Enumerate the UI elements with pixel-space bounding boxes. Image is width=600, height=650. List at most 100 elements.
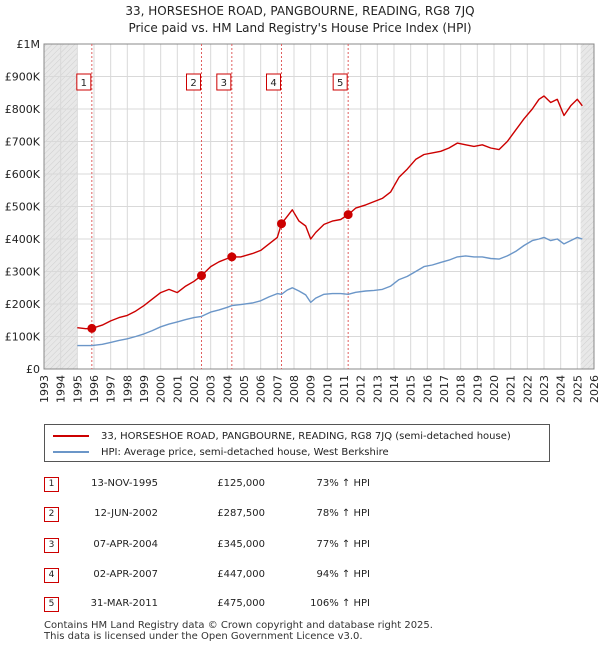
- x-tick-label: 2004: [221, 375, 234, 403]
- y-tick-label: £0: [26, 363, 40, 376]
- x-tick-label: 2007: [271, 375, 284, 403]
- transaction-hpi: 94% ↑ HPI: [316, 569, 370, 580]
- x-tick-label: 2017: [438, 375, 451, 403]
- transaction-price: £447,000: [217, 569, 265, 580]
- x-tick-label: 2000: [155, 375, 168, 403]
- y-tick-label: £800K: [5, 103, 41, 116]
- x-tick-label: 2006: [255, 375, 268, 403]
- footer-licence: This data is licensed under the Open Gov…: [44, 631, 363, 642]
- transaction-date: 12-JUN-2002: [94, 508, 158, 519]
- footer-copyright: Contains HM Land Registry data © Crown c…: [44, 620, 433, 631]
- x-tick-label: 1998: [121, 375, 134, 403]
- y-tick-label: £100K: [5, 331, 41, 344]
- x-tick-label: 2025: [571, 375, 584, 403]
- sale-point: [277, 219, 286, 229]
- x-tick-label: 1994: [55, 375, 68, 403]
- x-tick-label: 2013: [371, 375, 384, 403]
- y-tick-label: £1M: [17, 38, 41, 51]
- transaction-hpi: 106% ↑ HPI: [310, 598, 370, 609]
- transaction-date: 07-APR-2004: [93, 539, 158, 550]
- sale-marker-label: 2: [190, 78, 196, 89]
- transaction-price: £475,000: [217, 598, 265, 609]
- transaction-number: 1: [44, 477, 59, 492]
- table-row: 2 12-JUN-2002 £287,500 78% ↑ HPI: [0, 507, 600, 527]
- y-tick-label: £600K: [5, 168, 41, 181]
- y-tick-label: £900K: [5, 71, 41, 84]
- sale-marker-label: 4: [270, 78, 276, 89]
- x-tick-label: 2009: [305, 375, 318, 403]
- transaction-number: 3: [44, 538, 59, 553]
- y-tick-label: £300K: [5, 266, 41, 279]
- series-line-property: [77, 95, 583, 330]
- sale-marker-box: [76, 73, 92, 91]
- transaction-price: £125,000: [217, 478, 265, 489]
- sale-marker-label: 5: [337, 78, 343, 89]
- transaction-number: 2: [44, 507, 59, 522]
- chart-title: 33, HORSESHOE ROAD, PANGBOURNE, READING,…: [125, 4, 475, 18]
- transaction-hpi: 73% ↑ HPI: [316, 478, 370, 489]
- sale-point: [87, 323, 97, 333]
- sale-point: [197, 271, 206, 281]
- x-tick-label: 2003: [205, 375, 218, 403]
- x-tick-label: 2026: [588, 375, 600, 403]
- sale-marker-box: [332, 73, 348, 91]
- x-tick-label: 2010: [321, 375, 334, 403]
- transaction-date: 31-MAR-2011: [90, 598, 158, 609]
- table-row: 1 13-NOV-1995 £125,000 73% ↑ HPI: [0, 477, 600, 497]
- transaction-date: 13-NOV-1995: [91, 478, 158, 489]
- x-tick-label: 2012: [355, 375, 368, 403]
- y-tick-label: £200K: [5, 298, 41, 311]
- x-tick-label: 2021: [505, 375, 518, 403]
- sale-marker-box: [266, 73, 281, 91]
- series-line-hpi: [77, 236, 583, 347]
- plot-frame: [43, 43, 595, 370]
- sale-marker-box: [216, 73, 232, 91]
- x-tick-label: 1993: [38, 375, 51, 403]
- transaction-price: £345,000: [217, 539, 265, 550]
- legend-swatch-hpi: [53, 451, 89, 453]
- x-tick-label: 1995: [71, 375, 84, 403]
- chart-subtitle: Price paid vs. HM Land Registry's House …: [128, 21, 472, 35]
- x-tick-label: 2023: [538, 375, 551, 403]
- legend-label-property: 33, HORSESHOE ROAD, PANGBOURNE, READING,…: [101, 430, 511, 442]
- x-tick-label: 1996: [88, 375, 101, 403]
- x-tick-label: 2024: [555, 375, 568, 403]
- x-tick-label: 2005: [238, 375, 251, 403]
- transaction-number: 5: [44, 597, 59, 612]
- x-tick-label: 1999: [138, 375, 151, 403]
- transaction-hpi: 78% ↑ HPI: [316, 508, 370, 519]
- x-tick-label: 2011: [338, 375, 351, 403]
- sale-marker-label: 1: [81, 78, 87, 89]
- transaction-number: 4: [44, 568, 59, 583]
- x-tick-label: 2018: [455, 375, 468, 403]
- y-tick-label: £500K: [5, 201, 41, 214]
- x-tick-label: 2019: [471, 375, 484, 403]
- y-tick-label: £400K: [5, 233, 41, 246]
- x-tick-label: 2002: [188, 375, 201, 403]
- table-row: 5 31-MAR-2011 £475,000 106% ↑ HPI: [0, 597, 600, 617]
- x-tick-label: 2015: [405, 375, 418, 403]
- legend-label-hpi: HPI: Average price, semi-detached house,…: [101, 446, 389, 458]
- price-chart: £0 £100K £200K £300K £400K £500K £600K £700K £80…: [5, 38, 600, 403]
- legend: 33, HORSESHOE ROAD, PANGBOURNE, READING,…: [44, 424, 550, 462]
- sale-marker-box: [186, 73, 201, 91]
- transaction-price: £287,500: [217, 508, 265, 519]
- legend-item-property: 33, HORSESHOE ROAD, PANGBOURNE, READING,…: [53, 428, 511, 444]
- x-tick-label: 2020: [488, 375, 501, 403]
- legend-swatch-property: [53, 435, 89, 437]
- table-row: 3 07-APR-2004 £345,000 77% ↑ HPI: [0, 538, 600, 558]
- transaction-hpi: 77% ↑ HPI: [316, 539, 370, 550]
- x-tick-label: 2016: [421, 375, 434, 403]
- y-tick-label: £700K: [5, 136, 41, 149]
- sale-point: [343, 210, 353, 220]
- x-tick-label: 2008: [288, 375, 301, 403]
- table-row: 4 02-APR-2007 £447,000 94% ↑ HPI: [0, 568, 600, 588]
- transaction-date: 02-APR-2007: [93, 569, 158, 580]
- sale-marker-label: 3: [221, 78, 227, 89]
- sale-point: [227, 252, 237, 262]
- legend-item-hpi: HPI: Average price, semi-detached house,…: [53, 444, 389, 460]
- x-tick-label: 2014: [388, 375, 401, 403]
- x-tick-label: 2001: [171, 375, 184, 403]
- x-tick-label: 1997: [105, 375, 118, 403]
- x-tick-label: 2022: [521, 375, 534, 403]
